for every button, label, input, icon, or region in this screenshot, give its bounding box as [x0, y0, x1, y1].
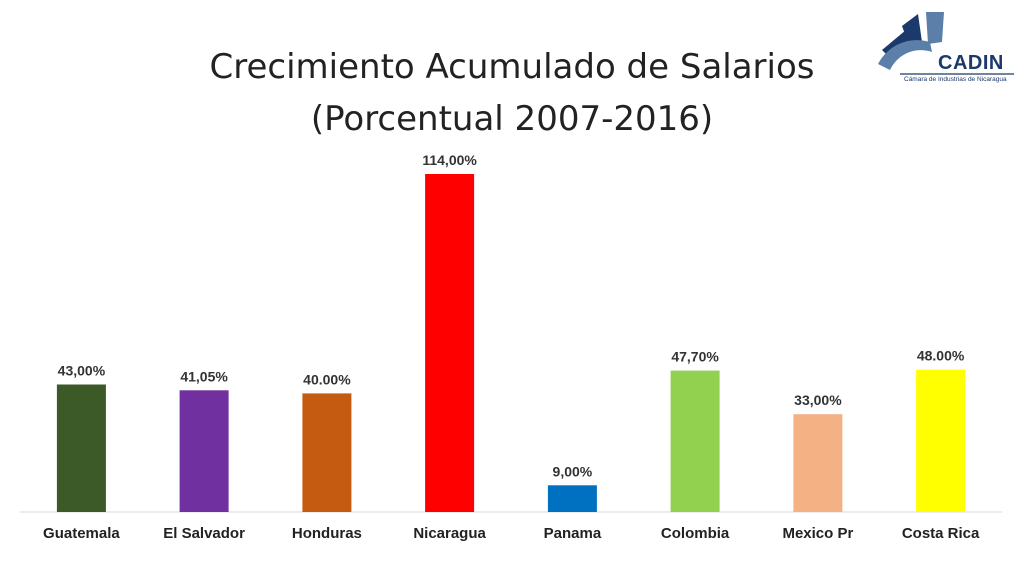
- category-labels-group: Guatemala El Salvador Honduras Nicaragua Pan…: [43, 525, 980, 542]
- data-label-mexico-pr: 33,00%: [794, 392, 842, 408]
- chart-title-line-1: Crecimiento Acumulado de Salarios: [209, 47, 815, 87]
- bar-honduras: [302, 393, 352, 512]
- category-label-mexico-pr: Mexico Pr: [782, 525, 853, 542]
- data-label-colombia: 47,70%: [671, 349, 719, 365]
- category-label-honduras: Honduras: [292, 525, 362, 542]
- data-label-el-salvador: 41,05%: [180, 368, 228, 384]
- logo-subtitle: Cámara de Industrias de Nicaragua: [904, 76, 1007, 83]
- category-label-colombia: Colombia: [661, 525, 730, 542]
- logo-name: CADIN: [938, 52, 1004, 74]
- bars-group: [56, 174, 966, 512]
- bar-colombia: [670, 370, 720, 512]
- bar-mexico-pr: [793, 414, 843, 512]
- data-label-honduras: 40.00%: [303, 371, 351, 387]
- data-label-panama: 9,00%: [553, 463, 593, 479]
- data-labels-group: 43,00% 41,05% 40.00% 114,00% 9,00% 47,70% 33,0…: [58, 152, 965, 479]
- category-label-panama: Panama: [544, 525, 602, 542]
- data-label-nicaragua: 114,00%: [422, 152, 477, 168]
- category-label-el-salvador: El Salvador: [163, 525, 245, 542]
- data-label-costa-rica: 48.00%: [917, 348, 965, 364]
- category-label-costa-rica: Costa Rica: [902, 525, 980, 542]
- chart-title-line-2: (Porcentual 2007-2016): [310, 99, 714, 139]
- bar-guatemala: [56, 384, 106, 512]
- cadin-logo: CADIN Cámara de Industrias de Nicaragua: [872, 12, 1018, 90]
- bar-el-salvador: [179, 390, 229, 512]
- bar-panama: [547, 485, 597, 512]
- gear-icon: [878, 12, 1014, 75]
- bar-costa-rica: [916, 369, 966, 512]
- bar-nicaragua: [425, 174, 475, 512]
- category-label-nicaragua: Nicaragua: [413, 525, 486, 542]
- data-label-guatemala: 43,00%: [58, 363, 106, 379]
- category-label-guatemala: Guatemala: [43, 525, 120, 542]
